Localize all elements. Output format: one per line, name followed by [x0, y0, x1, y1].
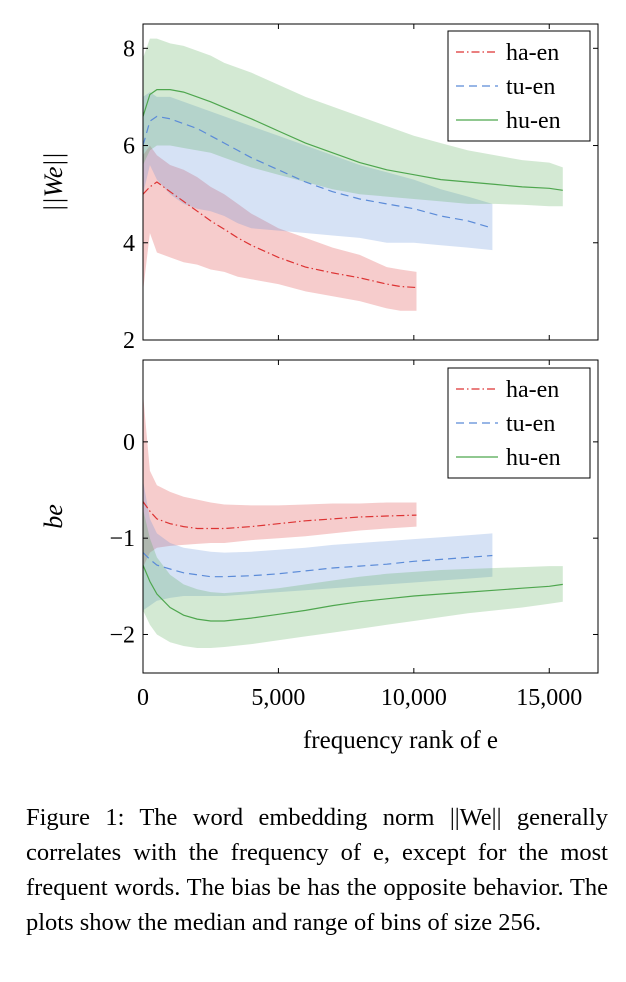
- legend-label-tu-en: tu-en: [506, 74, 555, 100]
- y-axis-label: be: [39, 504, 68, 529]
- legend-label-ha-en: ha-en: [506, 377, 559, 403]
- range-band-tu-en: [143, 480, 493, 611]
- y-tick-label: 0: [123, 430, 135, 456]
- y-tick-label: 2: [123, 328, 135, 354]
- legend-label-tu-en: tu-en: [506, 411, 555, 437]
- x-tick-label: 10,000: [381, 685, 447, 711]
- range-band-hu-en: [143, 38, 563, 207]
- figure-chart: 2 4 6 8 ||We|| ha-en tu-en hu-en 0 −1 −2 0 5,000 10,0…: [39, 23, 599, 754]
- median-line-hu-en: [142, 88, 563, 191]
- x-axis-label: frequency rank of e: [303, 727, 498, 754]
- y-tick-label: −1: [109, 526, 135, 552]
- median-line-ha-en: [142, 181, 417, 289]
- y-axis-label: ||We||: [39, 152, 68, 211]
- median-line-tu-en: [142, 552, 493, 578]
- range-band-tu-en: [143, 92, 493, 251]
- figure-caption: Figure 1: The word embedding norm ||We||…: [26, 804, 608, 936]
- y-tick-label: 4: [123, 231, 135, 257]
- range-band-ha-en: [143, 393, 417, 568]
- range-band-ha-en: [143, 145, 417, 311]
- range-band-hu-en: [143, 509, 563, 648]
- x-tick-label: 0: [137, 685, 149, 711]
- x-tick-label: 5,000: [251, 685, 305, 711]
- plot-frame: [142, 23, 599, 341]
- legend-label-ha-en: ha-en: [506, 40, 559, 66]
- legend-label-hu-en: hu-en: [506, 445, 561, 471]
- median-line-ha-en: [142, 501, 417, 530]
- median-line-tu-en: [142, 115, 493, 229]
- median-line-hu-en: [142, 564, 563, 622]
- legend-label-hu-en: hu-en: [506, 108, 561, 134]
- y-tick-label: 6: [123, 134, 135, 160]
- x-tick-label: 15,000: [516, 685, 582, 711]
- y-tick-label: −2: [109, 622, 135, 648]
- plot-frame: [142, 359, 599, 674]
- y-tick-label: 8: [123, 36, 135, 62]
